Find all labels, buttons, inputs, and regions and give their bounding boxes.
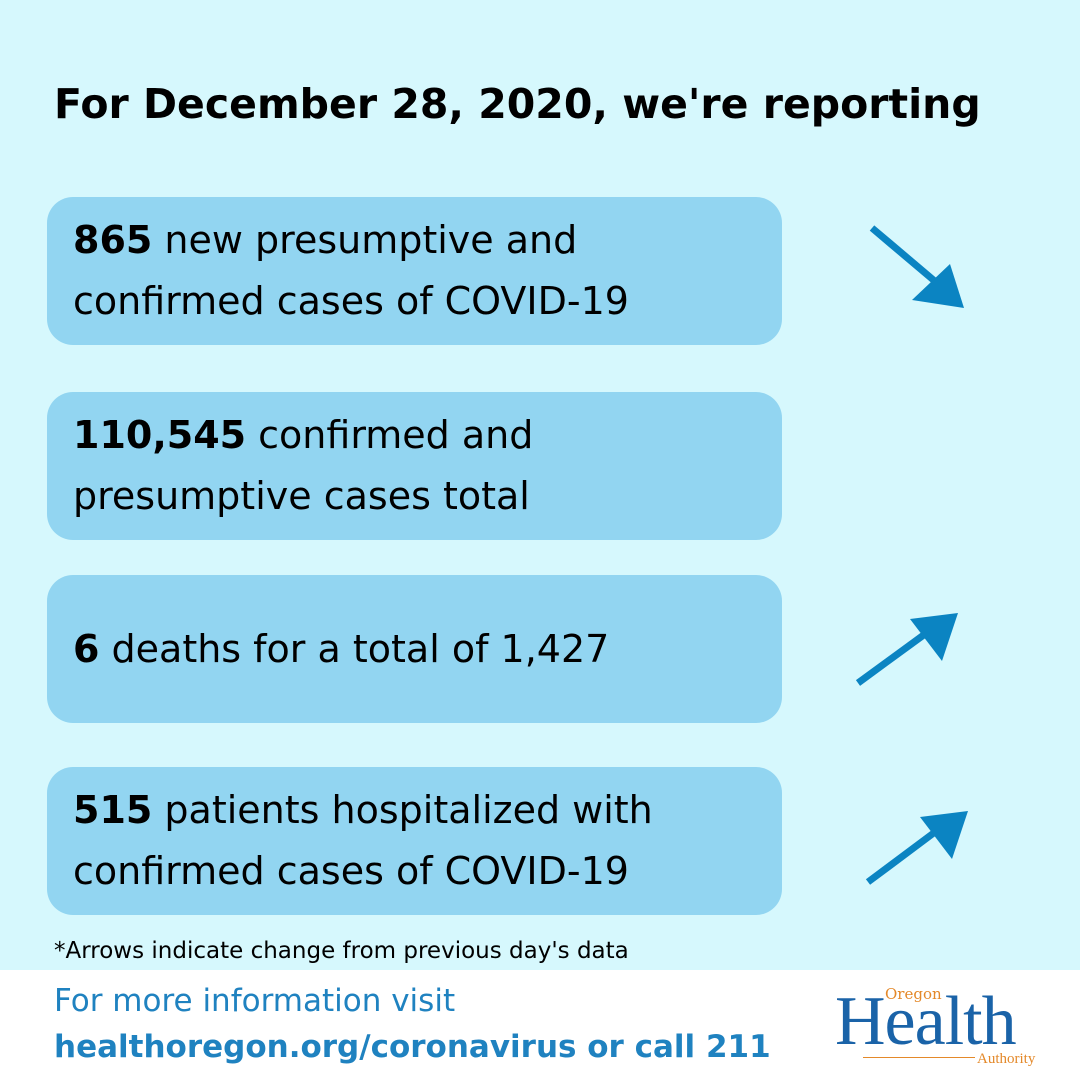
stat-value: 110,545 (73, 413, 247, 457)
more-info-text: For more information visit (54, 983, 456, 1019)
stat-card-hospitalized: 515 patients hospitalized with confirmed… (47, 767, 782, 915)
stat-description: deaths for a total of 1,427 (99, 626, 610, 671)
page-title: For December 28, 2020, we're reporting (54, 80, 981, 128)
stat-description: patients hospitalized with confirmed cas… (73, 788, 653, 893)
arrow-down-right-icon (869, 225, 964, 308)
stat-description: new presumptive and confirmed cases of C… (73, 218, 629, 323)
logo-oregon-text: Oregon (885, 985, 942, 1003)
arrow-up-right-icon (855, 613, 958, 686)
website-link[interactable]: healthoregon.org/coronavirus or call 211 (54, 1029, 771, 1065)
logo-health-text: Health (835, 983, 1017, 1060)
oregon-health-authority-logo: Health Oregon Authority (835, 985, 1050, 1070)
logo-authority-text: Authority (977, 1051, 1036, 1067)
footnote: *Arrows indicate change from previous da… (54, 938, 629, 964)
logo-rule (863, 1057, 975, 1058)
stat-card-total-cases: 110,545 confirmed and presumptive cases … (47, 392, 782, 540)
stat-value: 515 (73, 788, 153, 832)
stat-card-new-cases: 865 new presumptive and confirmed cases … (47, 197, 782, 345)
stat-text: 865 new presumptive and confirmed cases … (73, 210, 758, 332)
footer-panel (0, 970, 1080, 1080)
stat-card-deaths: 6 deaths for a total of 1,427 (47, 575, 782, 723)
stat-value: 865 (73, 218, 153, 262)
stat-value: 6 (73, 626, 100, 671)
stat-text: 515 patients hospitalized with confirmed… (73, 780, 758, 902)
stat-text: 6 deaths for a total of 1,427 (73, 619, 609, 680)
stat-text: 110,545 confirmed and presumptive cases … (73, 405, 758, 527)
stat-description: confirmed and presumptive cases total (73, 413, 534, 518)
arrow-up-right-icon (865, 811, 968, 885)
